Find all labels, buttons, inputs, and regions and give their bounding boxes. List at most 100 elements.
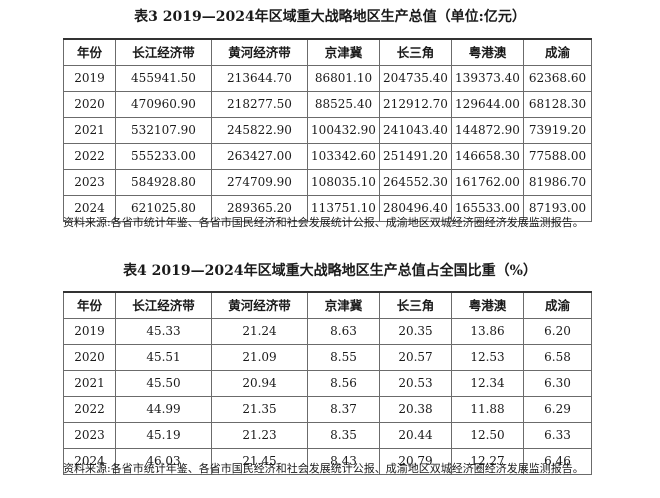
table4-share: 年份 长江经济带 黄河经济带 京津冀 长三角 粤港澳 成渝 2019 45.33 21.24 8.… xyxy=(63,291,592,475)
value-cell: 13.86 xyxy=(451,318,524,345)
column-header: 年份 xyxy=(63,291,116,319)
value-cell: 45.19 xyxy=(115,422,212,449)
value-cell: 45.50 xyxy=(115,370,212,397)
year-cell: 2019 xyxy=(63,318,116,345)
table4-header-row: 年份 长江经济带 黄河经济带 京津冀 长三角 粤港澳 成渝 xyxy=(63,291,592,319)
table-row: 2022 44.99 21.35 8.37 20.38 11.88 6.29 xyxy=(63,396,592,423)
table-row: 2019 45.33 21.24 8.63 20.35 13.86 6.20 xyxy=(63,318,592,345)
table-row: 2022 555233.00 263427.00 103342.60 251491.20… xyxy=(63,143,592,170)
column-header: 长江经济带 xyxy=(115,38,212,66)
column-header: 粤港澳 xyxy=(451,38,524,66)
value-cell: 584928.80 xyxy=(115,169,212,196)
table-row: 2023 584928.80 274709.90 108035.10 264552.30… xyxy=(63,169,592,196)
value-cell: 108035.10 xyxy=(307,169,380,196)
table-row: 2024 621025.80 289365.20 113751.10 280496.40… xyxy=(63,195,592,222)
value-cell: 46.03 xyxy=(115,448,212,475)
value-cell: 274709.90 xyxy=(211,169,308,196)
table-row: 2024 46.03 21.45 8.43 20.79 12.27 6.46 xyxy=(63,448,592,475)
year-cell: 2021 xyxy=(63,370,116,397)
value-cell: 88525.40 xyxy=(307,91,380,118)
value-cell: 204735.40 xyxy=(379,65,452,92)
year-cell: 2020 xyxy=(63,344,116,371)
column-header: 长三角 xyxy=(379,291,452,319)
value-cell: 470960.90 xyxy=(115,91,212,118)
value-cell: 20.57 xyxy=(379,344,452,371)
value-cell: 86801.10 xyxy=(307,65,380,92)
year-cell: 2020 xyxy=(63,91,116,118)
table4-source-note: 资料来源:各省市统计年鉴、各省市国民经济和社会发展统计公报、成渝地区双城经济圈经… xyxy=(63,462,584,475)
value-cell: 161762.00 xyxy=(451,169,524,196)
value-cell: 621025.80 xyxy=(115,195,212,222)
value-cell: 44.99 xyxy=(115,396,212,423)
column-header: 京津冀 xyxy=(307,38,380,66)
column-header: 黄河经济带 xyxy=(211,38,308,66)
table-row: 2020 470960.90 218277.50 88525.40 212912.70 1… xyxy=(63,91,592,118)
value-cell: 21.35 xyxy=(211,396,308,423)
year-cell: 2019 xyxy=(63,65,116,92)
value-cell: 20.79 xyxy=(379,448,452,475)
value-cell: 21.23 xyxy=(211,422,308,449)
column-header: 年份 xyxy=(63,38,116,66)
value-cell: 532107.90 xyxy=(115,117,212,144)
column-header: 成渝 xyxy=(523,38,592,66)
value-cell: 6.58 xyxy=(523,344,592,371)
column-header: 黄河经济带 xyxy=(211,291,308,319)
value-cell: 251491.20 xyxy=(379,143,452,170)
year-cell: 2022 xyxy=(63,396,116,423)
value-cell: 8.43 xyxy=(307,448,380,475)
value-cell: 6.29 xyxy=(523,396,592,423)
value-cell: 6.33 xyxy=(523,422,592,449)
value-cell: 8.56 xyxy=(307,370,380,397)
value-cell: 45.33 xyxy=(115,318,212,345)
value-cell: 100432.90 xyxy=(307,117,380,144)
value-cell: 6.20 xyxy=(523,318,592,345)
table3-header-row: 年份 长江经济带 黄河经济带 京津冀 长三角 粤港澳 成渝 xyxy=(63,38,592,66)
value-cell: 21.45 xyxy=(211,448,308,475)
value-cell: 129644.00 xyxy=(451,91,524,118)
value-cell: 20.94 xyxy=(211,370,308,397)
year-cell: 2023 xyxy=(63,422,116,449)
column-header: 成渝 xyxy=(523,291,592,319)
value-cell: 263427.00 xyxy=(211,143,308,170)
year-cell: 2024 xyxy=(63,195,116,222)
value-cell: 20.44 xyxy=(379,422,452,449)
value-cell: 6.30 xyxy=(523,370,592,397)
column-header: 长三角 xyxy=(379,38,452,66)
column-header: 粤港澳 xyxy=(451,291,524,319)
value-cell: 6.46 xyxy=(523,448,592,475)
value-cell: 146658.30 xyxy=(451,143,524,170)
value-cell: 62368.60 xyxy=(523,65,592,92)
value-cell: 144872.90 xyxy=(451,117,524,144)
year-cell: 2022 xyxy=(63,143,116,170)
table-row: 2021 45.50 20.94 8.56 20.53 12.34 6.30 xyxy=(63,370,592,397)
table-row: 2023 45.19 21.23 8.35 20.44 12.50 6.33 xyxy=(63,422,592,449)
table3-source-note: 资料来源:各省市统计年鉴、各省市国民经济和社会发展统计公报、成渝地区双城经济圈经… xyxy=(63,216,584,229)
value-cell: 12.50 xyxy=(451,422,524,449)
table-row: 2019 455941.50 213644.70 86801.10 204735.40 1… xyxy=(63,65,592,92)
value-cell: 218277.50 xyxy=(211,91,308,118)
value-cell: 8.35 xyxy=(307,422,380,449)
year-cell: 2023 xyxy=(63,169,116,196)
value-cell: 103342.60 xyxy=(307,143,380,170)
value-cell: 45.51 xyxy=(115,344,212,371)
value-cell: 264552.30 xyxy=(379,169,452,196)
table4-caption: 表4 2019—2024年区域重大战略地区生产总值占全国比重（%） xyxy=(123,263,537,279)
value-cell: 12.34 xyxy=(451,370,524,397)
value-cell: 20.53 xyxy=(379,370,452,397)
table-row: 2021 532107.90 245822.90 100432.90 241043.40… xyxy=(63,117,592,144)
value-cell: 212912.70 xyxy=(379,91,452,118)
year-cell: 2021 xyxy=(63,117,116,144)
value-cell: 81986.70 xyxy=(523,169,592,196)
value-cell: 20.38 xyxy=(379,396,452,423)
year-cell: 2024 xyxy=(63,448,116,475)
value-cell: 8.37 xyxy=(307,396,380,423)
column-header: 京津冀 xyxy=(307,291,380,319)
value-cell: 11.88 xyxy=(451,396,524,423)
value-cell: 20.35 xyxy=(379,318,452,345)
value-cell: 113751.10 xyxy=(307,195,380,222)
column-header: 长江经济带 xyxy=(115,291,212,319)
value-cell: 68128.30 xyxy=(523,91,592,118)
value-cell: 213644.70 xyxy=(211,65,308,92)
value-cell: 21.09 xyxy=(211,344,308,371)
